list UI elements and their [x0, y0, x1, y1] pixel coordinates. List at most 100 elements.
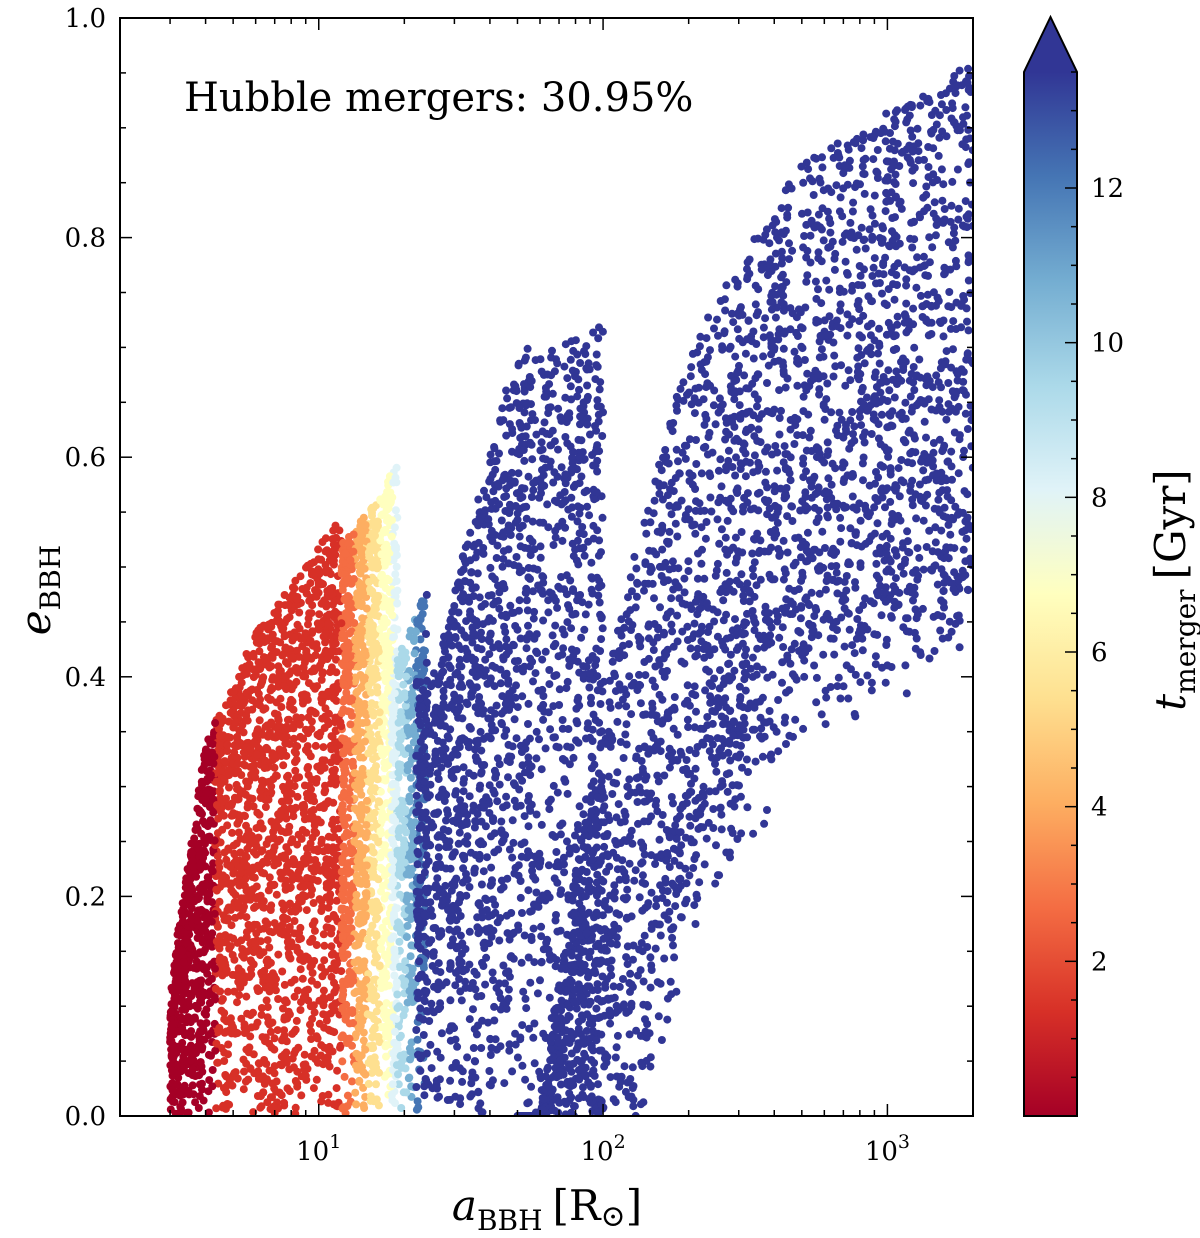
scatter-point: [353, 717, 362, 726]
scatter-point: [402, 828, 410, 837]
scatter-point: [317, 579, 325, 587]
scatter-point: [545, 680, 554, 689]
scatter-point: [341, 821, 350, 830]
scatter-point: [343, 881, 352, 890]
scatter-point: [252, 629, 261, 637]
scatter-point: [378, 654, 387, 663]
scatter-point: [388, 633, 397, 642]
scatter-point: [175, 1091, 184, 1100]
scatter-point: [170, 1098, 179, 1106]
scatter-point: [362, 604, 371, 613]
scatter-point: [285, 900, 294, 909]
scatter-point: [342, 645, 351, 654]
scatter-point: [392, 1061, 401, 1070]
scatter-point: [370, 833, 379, 842]
scatter-point: [401, 977, 410, 986]
scatter-point: [332, 682, 341, 691]
scatter-point: [269, 733, 278, 741]
scatter-point: [471, 817, 480, 826]
scatter-point: [299, 809, 308, 818]
scatter-point: [419, 809, 428, 818]
scatter-point: [490, 848, 499, 857]
scatter-point: [281, 867, 290, 876]
scatter-point: [366, 585, 374, 594]
scatter-point: [367, 699, 376, 708]
scatter-point: [567, 493, 576, 502]
scatter-point: [392, 577, 401, 585]
scatter-point: [321, 547, 330, 556]
scatter-point: [487, 832, 495, 841]
scatter-point: [551, 621, 560, 630]
scatter-point: [284, 827, 293, 836]
scatter-point: [352, 1100, 361, 1109]
scatter-point: [295, 720, 304, 729]
scatter-point: [197, 905, 206, 914]
scatter-point: [402, 1088, 411, 1097]
scatter-point: [531, 669, 540, 678]
scatter-point: [241, 851, 250, 860]
scatter-point: [220, 1048, 229, 1057]
scatter-point: [191, 826, 200, 834]
scatter-point: [351, 636, 360, 645]
scatter-point: [193, 895, 202, 904]
scatter-point: [387, 731, 396, 740]
scatter-point: [381, 1042, 390, 1051]
scatter-point: [308, 792, 317, 801]
scatter-point: [289, 705, 298, 714]
scatter-point: [554, 445, 562, 454]
scatter-point: [187, 943, 196, 952]
scatter-point: [265, 987, 274, 996]
scatter-point: [391, 544, 399, 552]
scatter-point: [308, 920, 317, 929]
scatter-point: [211, 995, 219, 1004]
scatter-point: [391, 473, 400, 482]
scatter-point: [216, 987, 225, 996]
scatter-point: [524, 953, 533, 962]
scatter-point: [375, 717, 384, 726]
scatter-point: [312, 775, 321, 783]
scatter-point: [418, 703, 427, 712]
scatter-point: [241, 790, 250, 799]
scatter-point: [372, 1063, 381, 1072]
scatter-point: [391, 798, 400, 807]
scatter-point: [372, 930, 381, 939]
scatter-point: [402, 933, 411, 941]
scatter-point: [229, 888, 238, 897]
scatter-point: [357, 768, 366, 777]
scatter-point: [302, 828, 311, 837]
scatter-point: [167, 1066, 176, 1075]
scatter-point: [250, 903, 258, 912]
scatter-point: [524, 472, 533, 481]
scatter-point: [305, 596, 314, 605]
scatter-point: [581, 610, 590, 619]
scatter-point: [594, 1080, 602, 1089]
scatter-point: [388, 724, 397, 733]
scatter-point: [381, 584, 390, 593]
scatter-point: [496, 1042, 505, 1051]
scatter-point: [254, 833, 263, 842]
scatter-point: [376, 863, 385, 872]
scatter-point: [196, 1027, 205, 1036]
scatter-point: [267, 817, 276, 826]
scatter-point: [425, 1017, 434, 1025]
scatter-point: [413, 1097, 422, 1106]
scatter-point: [305, 609, 314, 618]
scatter-point: [382, 516, 391, 525]
scatter-point: [381, 525, 390, 534]
scatter-point: [528, 517, 537, 526]
scatter-point: [219, 1101, 228, 1110]
scatter-point: [500, 622, 509, 631]
scatter-point: [273, 710, 282, 719]
scatter-point: [295, 949, 304, 958]
scatter-point: [283, 773, 291, 781]
scatter-point: [426, 1040, 435, 1049]
scatter-point: [280, 980, 289, 989]
scatter-point: [315, 996, 324, 1005]
scatter-point: [324, 709, 333, 718]
scatter-point: [584, 719, 592, 728]
scatter-point: [226, 708, 235, 717]
scatter-point: [205, 911, 214, 920]
scatter-point: [261, 917, 270, 926]
scatter-point: [256, 1103, 265, 1112]
